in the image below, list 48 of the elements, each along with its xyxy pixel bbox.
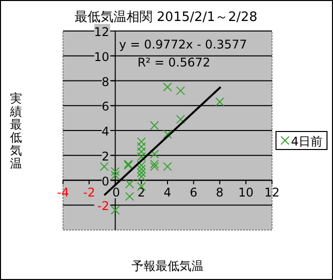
point bbox=[150, 121, 159, 130]
x-tick-label: 12 bbox=[264, 185, 280, 200]
x-axis-title: 予報最低気温 bbox=[132, 259, 204, 273]
point bbox=[176, 114, 186, 124]
point bbox=[136, 164, 146, 174]
y-tick-label: 0 bbox=[102, 174, 110, 188]
point bbox=[100, 162, 109, 172]
x-tick-label: 2 bbox=[138, 185, 146, 200]
point bbox=[215, 97, 224, 106]
point bbox=[136, 147, 146, 156]
y-tick-label: 6 bbox=[102, 100, 110, 114]
point bbox=[136, 137, 146, 146]
point bbox=[150, 162, 159, 172]
y-tick-label: 12 bbox=[94, 25, 110, 39]
point bbox=[150, 160, 159, 169]
point bbox=[136, 168, 146, 178]
y-axis-title: 実績最低気温 bbox=[9, 92, 22, 170]
x-tick-label: -2 bbox=[83, 185, 96, 200]
y-tick-label: 10 bbox=[94, 50, 110, 64]
annotation: R² = 0.5672 bbox=[137, 55, 210, 70]
y-tick-label: 2 bbox=[102, 149, 110, 164]
x-tick-label: -4 bbox=[57, 185, 69, 200]
point bbox=[163, 162, 172, 172]
x-tick-label: 10 bbox=[238, 185, 254, 200]
x-tick-label: 6 bbox=[190, 185, 198, 200]
point bbox=[136, 152, 146, 162]
point bbox=[110, 167, 120, 176]
point bbox=[163, 82, 172, 92]
point bbox=[150, 150, 159, 159]
point bbox=[125, 192, 134, 201]
x-tick-label: 4 bbox=[164, 185, 172, 200]
point bbox=[163, 130, 172, 139]
point bbox=[136, 142, 146, 152]
y-tick-label: 4 bbox=[102, 124, 110, 138]
point bbox=[136, 172, 146, 182]
annotation: y = 0.9772x - 0.3577 bbox=[119, 37, 247, 52]
x-tick-label: 0 bbox=[112, 185, 120, 200]
point bbox=[110, 170, 120, 180]
chart-title: 最低気温相関 2015/2/1～2/28 bbox=[74, 10, 258, 25]
legend: 4日前 bbox=[276, 131, 328, 150]
point bbox=[136, 160, 146, 170]
point bbox=[110, 206, 120, 215]
point bbox=[176, 86, 186, 96]
point bbox=[125, 179, 134, 188]
y-tick-label: -2 bbox=[97, 199, 110, 214]
legend-label: 4日前 bbox=[291, 134, 323, 148]
y-tick-label: 8 bbox=[102, 74, 110, 89]
x-tick-label: 8 bbox=[216, 185, 224, 200]
